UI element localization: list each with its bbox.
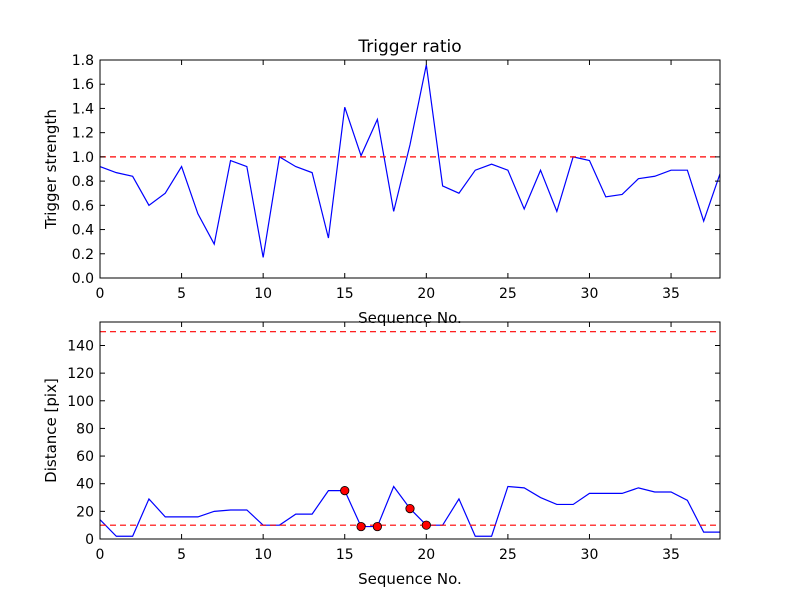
- top-chart-trigger-ratio: 0 5 10 15 20 25 30 35 0.0 0.2 0.4 0.6 0.8 1.0 1.2 1.4 1.…: [42, 37, 721, 327]
- x-tick-label: 5: [177, 547, 186, 563]
- y-tick-label: 0.0: [72, 271, 94, 287]
- y-axis-label: Distance [pix]: [42, 378, 60, 483]
- x-tick-label: 30: [581, 286, 599, 302]
- x-tick-label: 15: [336, 286, 354, 302]
- x-tick-label: 35: [662, 286, 680, 302]
- y-tick-label: 20: [76, 504, 94, 520]
- x-axis-label: Sequence No.: [358, 309, 462, 327]
- y-tick-label: 100: [67, 394, 94, 410]
- y-tick-label: 0.6: [72, 198, 94, 214]
- y-tick-label: 1.6: [72, 77, 94, 93]
- y-tick-label: 60: [76, 449, 94, 465]
- data-point-marker: [340, 486, 350, 496]
- data-point-marker: [421, 520, 431, 530]
- data-point-marker: [372, 521, 382, 532]
- y-tick-label: 40: [76, 477, 94, 493]
- y-tick-label: 80: [76, 421, 94, 437]
- y-tick-label: 1.4: [72, 101, 94, 117]
- axes-frame: [99, 321, 721, 540]
- x-tick-label: 30: [581, 547, 599, 563]
- x-tick-label: 20: [417, 547, 435, 563]
- y-tick-label: 0: [85, 532, 94, 548]
- series-line-0: [100, 64, 720, 258]
- y-tick-label: 0.8: [72, 174, 94, 190]
- x-tick-label: 25: [499, 547, 517, 563]
- y-tick-label: 1.2: [72, 126, 94, 142]
- x-tick-label: 15: [336, 547, 354, 563]
- chart-title: Trigger ratio: [357, 37, 461, 57]
- x-tick-label: 0: [96, 286, 105, 302]
- y-axis-label: Trigger strength: [42, 109, 60, 230]
- bottom-chart-distance: 0 5 10 15 20 25 30 35 0 20 40 60 80 100 120 140 Sequence…: [42, 321, 721, 588]
- x-tick-label: 20: [417, 286, 435, 302]
- y-tick-label: 1.0: [72, 150, 94, 166]
- axes-frame: [99, 59, 721, 279]
- x-tick-label: 25: [499, 286, 517, 302]
- x-tick-label: 35: [662, 547, 680, 563]
- y-tick-label: 0.4: [72, 223, 94, 239]
- x-axis-label: Sequence No.: [358, 570, 462, 588]
- x-tick-label: 10: [254, 286, 272, 302]
- y-tick-label: 120: [67, 366, 94, 382]
- y-tick-label: 0.2: [72, 247, 94, 263]
- data-point-marker: [405, 503, 415, 514]
- data-point-marker: [356, 521, 366, 532]
- y-tick-label: 1.8: [72, 53, 94, 69]
- x-tick-label: 10: [254, 547, 272, 563]
- x-tick-label: 0: [96, 547, 105, 563]
- y-tick-label: 140: [67, 338, 94, 354]
- x-tick-label: 5: [177, 286, 186, 302]
